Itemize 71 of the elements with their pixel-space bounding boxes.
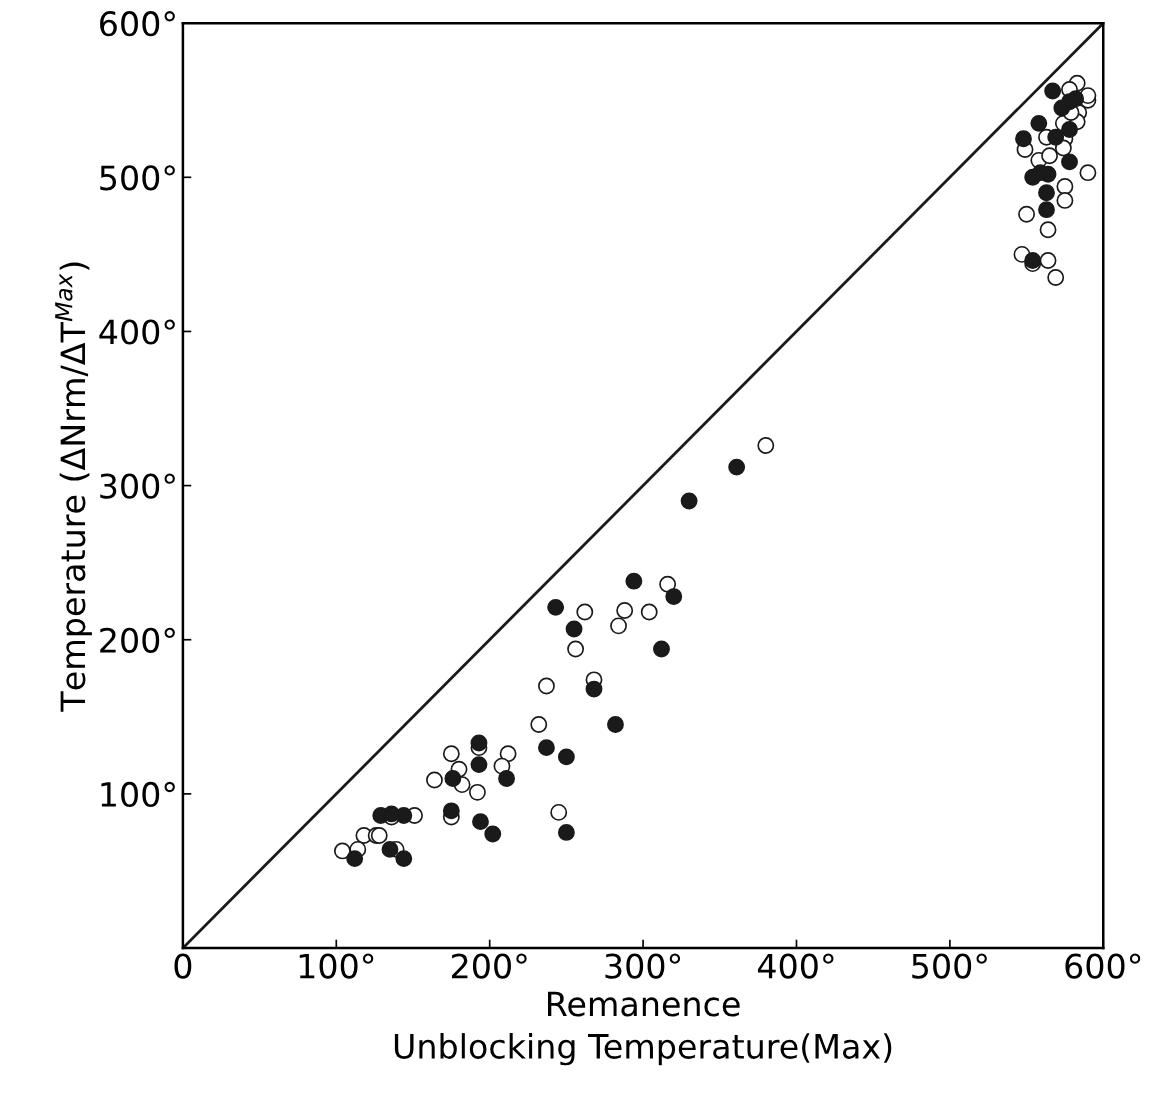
point [499,745,517,763]
point [665,588,683,606]
point [640,603,658,621]
point [395,807,413,824]
y-tick-label: 200° [100,627,175,653]
point [1030,114,1048,132]
point [1067,90,1085,108]
y-tick-label: 300° [100,473,175,499]
point [547,598,565,616]
point [616,602,634,619]
point [1061,153,1078,171]
point [538,677,555,695]
point [607,716,624,733]
x-tick-label: 0 [174,953,192,979]
point [557,748,575,766]
point [468,783,486,801]
point [1018,205,1036,223]
point [567,640,585,658]
point [610,617,627,635]
y-axis-title: Temperature (ΔNrm/ΔT$^{Max}$) [55,262,92,712]
point [498,770,516,787]
point [472,813,489,831]
point [470,756,488,774]
y-tick-label: 600° [100,11,175,37]
point [530,716,548,733]
point [538,739,555,757]
point [1039,252,1057,269]
point [442,745,460,763]
point [1056,178,1074,195]
x-tick-label: 600° [1065,953,1141,979]
point [381,840,399,858]
point [728,458,746,476]
point [333,842,351,860]
point [565,620,583,638]
y-tick-label: 500° [100,165,175,191]
point [585,680,603,698]
point [444,770,462,787]
point [1024,252,1042,269]
x-tick-label: 100° [299,953,374,979]
point [1039,221,1057,239]
point [1038,201,1055,219]
point [653,640,670,658]
x-tick-label: 200° [451,953,527,979]
point [1056,191,1074,209]
y-tick-label: 400° [99,319,175,345]
point [757,437,775,454]
point [442,802,460,820]
point [1041,147,1059,165]
point [1079,164,1097,182]
x-tick-label: 300° [605,953,681,979]
point [625,572,643,590]
x-axis-title: Remanence Unblocking Temperature(Max) [394,991,892,1066]
point [680,492,698,510]
point [1015,130,1032,148]
point [484,825,502,843]
point [1038,184,1055,202]
point [1047,128,1065,146]
point [1044,82,1062,100]
point [550,803,568,821]
point [426,771,443,789]
y-tick-label: 100° [101,781,175,808]
point [1061,121,1078,138]
point [470,734,488,752]
point [659,575,677,593]
point [1047,269,1065,286]
point [346,850,364,868]
point [395,850,413,868]
x-tick-label: 400° [757,953,834,979]
point [576,603,594,621]
point [557,823,575,841]
x-tick-label: 500° [912,953,987,979]
